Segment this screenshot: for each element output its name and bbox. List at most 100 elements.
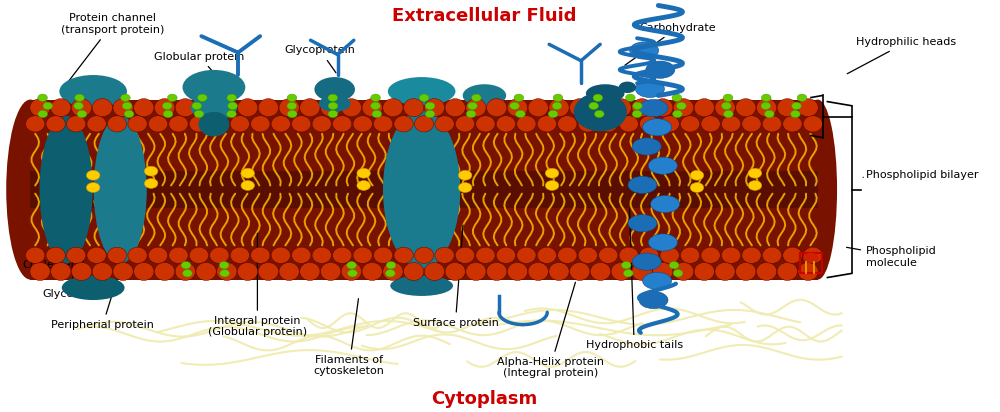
- Ellipse shape: [632, 138, 661, 155]
- Ellipse shape: [86, 183, 100, 192]
- Ellipse shape: [611, 99, 631, 117]
- Ellipse shape: [113, 262, 133, 281]
- Ellipse shape: [621, 262, 631, 269]
- Ellipse shape: [425, 102, 435, 110]
- Ellipse shape: [341, 262, 362, 281]
- Ellipse shape: [639, 99, 668, 117]
- Ellipse shape: [514, 94, 524, 101]
- Ellipse shape: [144, 178, 158, 188]
- Ellipse shape: [198, 112, 229, 136]
- Ellipse shape: [724, 110, 733, 118]
- Ellipse shape: [748, 169, 762, 178]
- Ellipse shape: [347, 262, 356, 269]
- Ellipse shape: [107, 247, 127, 263]
- Ellipse shape: [94, 116, 147, 263]
- Ellipse shape: [371, 102, 380, 110]
- Ellipse shape: [328, 94, 338, 101]
- Ellipse shape: [154, 99, 175, 117]
- Ellipse shape: [510, 102, 519, 110]
- Ellipse shape: [777, 262, 797, 281]
- Ellipse shape: [761, 102, 771, 110]
- Ellipse shape: [189, 247, 209, 263]
- Ellipse shape: [321, 262, 341, 281]
- Ellipse shape: [764, 110, 774, 118]
- Ellipse shape: [217, 99, 237, 117]
- Ellipse shape: [237, 262, 258, 281]
- Text: Phospholipid
molecule: Phospholipid molecule: [847, 246, 937, 268]
- Ellipse shape: [643, 272, 672, 290]
- Ellipse shape: [271, 116, 290, 132]
- Ellipse shape: [626, 94, 635, 101]
- Ellipse shape: [537, 116, 556, 132]
- Ellipse shape: [169, 247, 188, 263]
- Ellipse shape: [599, 247, 618, 263]
- Ellipse shape: [372, 110, 382, 118]
- Ellipse shape: [590, 262, 611, 281]
- Ellipse shape: [653, 262, 673, 281]
- Ellipse shape: [66, 247, 86, 263]
- Ellipse shape: [386, 262, 396, 269]
- Ellipse shape: [419, 94, 429, 101]
- Ellipse shape: [487, 99, 507, 117]
- Ellipse shape: [445, 262, 465, 281]
- Ellipse shape: [314, 77, 355, 102]
- Ellipse shape: [191, 96, 237, 120]
- Ellipse shape: [227, 110, 236, 118]
- Ellipse shape: [660, 247, 679, 263]
- Ellipse shape: [128, 116, 147, 132]
- Ellipse shape: [148, 116, 168, 132]
- Ellipse shape: [669, 262, 679, 269]
- Ellipse shape: [394, 247, 413, 263]
- Ellipse shape: [51, 262, 71, 281]
- Ellipse shape: [388, 77, 455, 106]
- Ellipse shape: [552, 102, 562, 110]
- Ellipse shape: [148, 247, 168, 263]
- Ellipse shape: [487, 262, 507, 281]
- Ellipse shape: [632, 262, 652, 281]
- Ellipse shape: [383, 262, 403, 281]
- Ellipse shape: [219, 262, 229, 269]
- Ellipse shape: [516, 110, 525, 118]
- Ellipse shape: [715, 262, 735, 281]
- Ellipse shape: [792, 102, 801, 110]
- Ellipse shape: [762, 116, 782, 132]
- Ellipse shape: [466, 262, 486, 281]
- Ellipse shape: [279, 99, 299, 117]
- Ellipse shape: [619, 82, 636, 93]
- Ellipse shape: [134, 262, 154, 281]
- Ellipse shape: [466, 99, 486, 117]
- Ellipse shape: [162, 102, 172, 110]
- Text: Cytoplasm: Cytoplasm: [431, 390, 538, 408]
- Ellipse shape: [86, 170, 100, 180]
- Ellipse shape: [113, 99, 133, 117]
- Ellipse shape: [640, 247, 659, 263]
- Ellipse shape: [46, 116, 65, 132]
- Ellipse shape: [210, 247, 229, 263]
- Ellipse shape: [319, 96, 351, 112]
- Ellipse shape: [635, 80, 664, 98]
- Ellipse shape: [328, 102, 338, 110]
- Ellipse shape: [279, 262, 299, 281]
- Ellipse shape: [798, 100, 837, 280]
- Ellipse shape: [496, 116, 516, 132]
- Ellipse shape: [43, 102, 53, 110]
- Ellipse shape: [623, 269, 633, 277]
- Ellipse shape: [455, 247, 475, 263]
- Ellipse shape: [414, 247, 434, 263]
- Ellipse shape: [196, 262, 216, 281]
- Text: Cholesterol: Cholesterol: [23, 201, 86, 270]
- Ellipse shape: [251, 116, 270, 132]
- Ellipse shape: [220, 269, 229, 277]
- Ellipse shape: [507, 262, 528, 281]
- Ellipse shape: [258, 262, 279, 281]
- Ellipse shape: [328, 110, 338, 118]
- Ellipse shape: [362, 99, 382, 117]
- Text: Surface protein: Surface protein: [413, 225, 498, 328]
- Ellipse shape: [210, 116, 229, 132]
- Ellipse shape: [589, 102, 599, 110]
- Ellipse shape: [92, 262, 112, 281]
- Ellipse shape: [341, 99, 362, 117]
- Ellipse shape: [183, 269, 192, 277]
- Ellipse shape: [383, 99, 403, 117]
- Ellipse shape: [756, 99, 777, 117]
